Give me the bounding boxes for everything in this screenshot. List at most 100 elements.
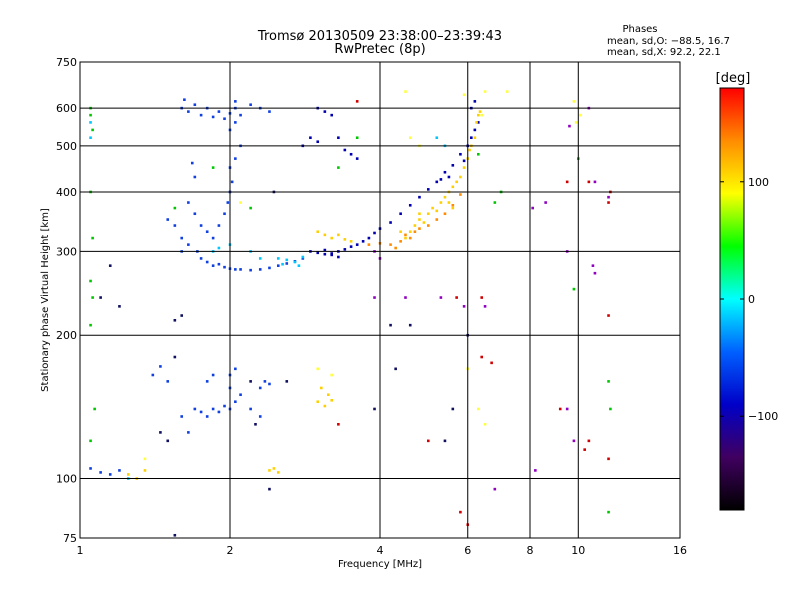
data-point	[443, 195, 447, 199]
data-point	[534, 469, 537, 472]
data-point	[187, 110, 190, 113]
data-point	[408, 323, 412, 327]
data-points	[89, 90, 612, 537]
data-point	[249, 206, 252, 210]
data-point	[268, 266, 271, 270]
data-point	[99, 296, 102, 299]
data-point	[607, 201, 610, 204]
data-point	[193, 212, 197, 216]
data-point	[180, 314, 184, 317]
data-point	[258, 268, 262, 271]
data-point	[211, 407, 215, 411]
data-point	[173, 206, 177, 210]
data-point	[89, 113, 92, 117]
data-point	[493, 201, 497, 204]
x-tick-label: 1	[77, 544, 84, 557]
data-point	[607, 314, 610, 317]
data-point	[451, 185, 455, 189]
data-point	[258, 257, 262, 260]
data-point	[316, 140, 320, 144]
data-point	[118, 305, 121, 308]
data-point	[217, 410, 221, 414]
data-point	[337, 255, 340, 259]
colorbar-tick-label: 100	[748, 176, 769, 189]
data-point	[199, 410, 203, 414]
data-point	[205, 260, 209, 264]
data-point	[166, 218, 170, 221]
data-point	[572, 100, 576, 103]
data-point	[394, 246, 397, 250]
data-point	[483, 422, 487, 426]
data-point	[268, 110, 271, 113]
data-point	[193, 103, 197, 107]
data-point	[276, 264, 280, 267]
data-point	[435, 136, 439, 140]
data-point	[316, 230, 320, 234]
data-point	[276, 471, 280, 474]
data-point	[211, 236, 215, 240]
data-point	[565, 407, 569, 411]
data-point	[337, 233, 340, 237]
data-point	[159, 365, 162, 368]
data-point	[293, 260, 297, 264]
data-point	[217, 224, 221, 227]
data-point	[455, 180, 458, 184]
data-point	[426, 212, 430, 216]
data-point	[361, 240, 365, 243]
data-point	[187, 431, 190, 434]
data-point	[249, 380, 252, 383]
data-point	[355, 100, 359, 103]
data-point	[579, 113, 582, 117]
data-point	[108, 473, 112, 476]
data-point	[447, 175, 451, 179]
data-point	[249, 103, 252, 107]
data-point	[455, 296, 458, 299]
data-point	[451, 407, 455, 411]
data-point	[180, 236, 184, 240]
data-point	[89, 439, 92, 443]
data-point	[323, 252, 327, 256]
data-point	[459, 152, 462, 156]
data-point	[462, 93, 466, 97]
data-point	[418, 227, 421, 230]
data-point	[211, 373, 215, 377]
data-point	[316, 367, 320, 371]
data-point	[422, 221, 426, 224]
data-point	[323, 248, 327, 252]
data-point	[404, 236, 407, 240]
data-point	[443, 439, 447, 443]
data-point	[217, 246, 221, 250]
data-point	[480, 113, 484, 117]
data-point	[389, 221, 392, 224]
data-point	[607, 510, 610, 514]
data-point	[473, 136, 477, 140]
data-point	[439, 201, 443, 204]
data-point	[258, 386, 262, 390]
data-point	[297, 264, 301, 267]
data-point	[480, 296, 484, 299]
data-point	[234, 367, 237, 371]
data-point	[337, 136, 340, 140]
data-point	[558, 407, 562, 411]
data-point	[211, 166, 215, 169]
data-point	[470, 136, 473, 140]
data-point	[91, 236, 94, 240]
data-point	[565, 180, 569, 184]
data-point	[316, 400, 320, 404]
data-point	[89, 121, 92, 124]
data-point	[337, 422, 340, 426]
data-point	[572, 287, 576, 291]
data-point	[268, 487, 271, 491]
phases-box: Phases mean, sd,O: −88.5, 16.7 mean, sd,…	[607, 24, 730, 58]
data-point	[367, 236, 371, 240]
data-point	[473, 100, 477, 103]
data-point	[439, 296, 443, 299]
colorbar-label: [deg]	[716, 71, 751, 86]
x-tick-label: 16	[673, 544, 687, 557]
data-point	[439, 178, 443, 181]
data-point	[435, 209, 439, 213]
data-point	[89, 279, 92, 283]
y-tick-labels: 75 100 200 300 400 500 600 750	[56, 56, 77, 545]
phases-line-o: mean, sd,O: −88.5, 16.7	[607, 36, 730, 47]
data-point	[373, 231, 376, 235]
